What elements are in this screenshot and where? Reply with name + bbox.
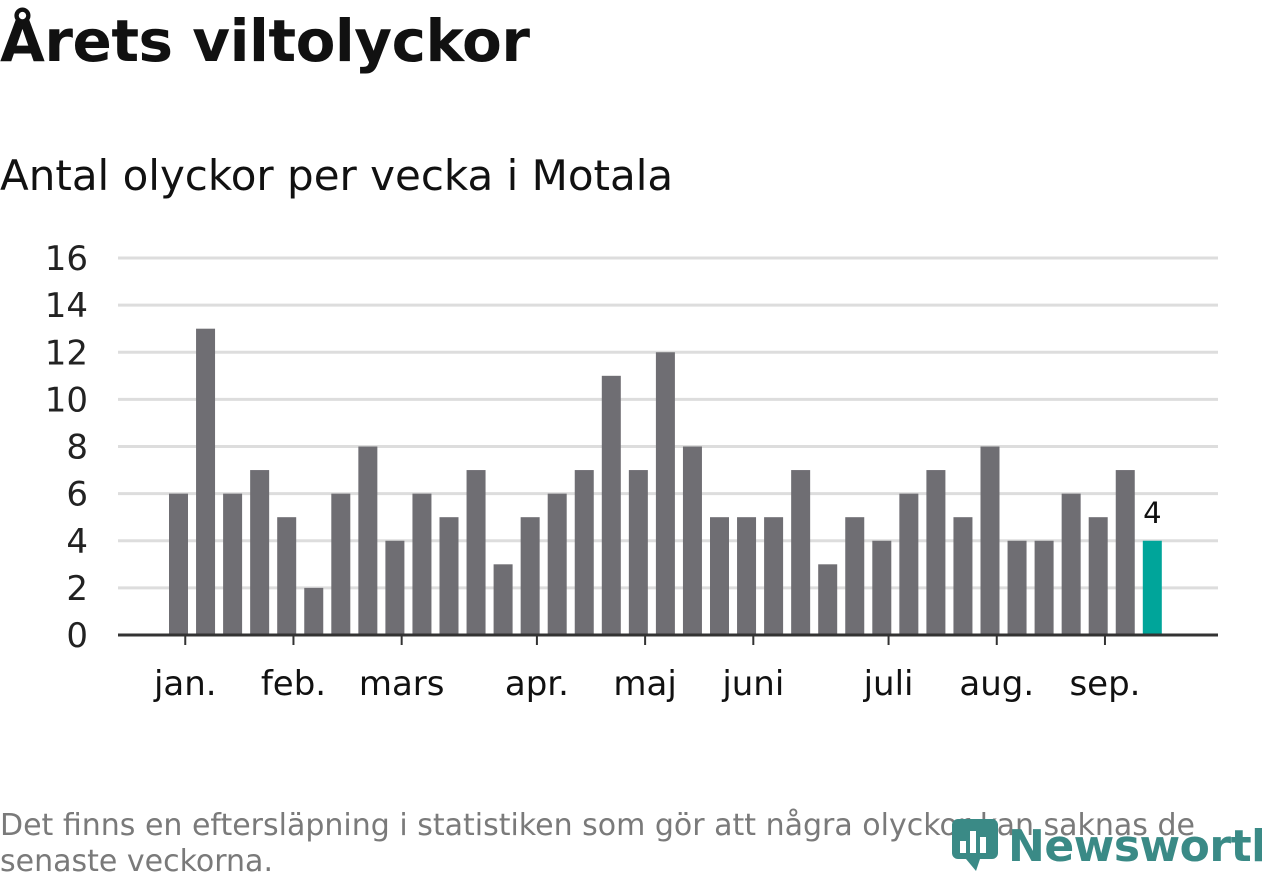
bar [520, 517, 540, 635]
bar [1034, 540, 1054, 635]
bar-chart: 0 2 4 6 8 10 12 14 16 jan. feb. mars apr. maj juni jul… [45, 239, 1218, 704]
data-label: 4 [1143, 496, 1161, 530]
bar [574, 470, 594, 635]
x-tick-label: aug. [959, 664, 1034, 704]
y-tick-label: 16 [45, 239, 88, 279]
bar [1061, 493, 1081, 635]
bar [737, 517, 757, 635]
y-tick-label: 12 [45, 333, 88, 373]
bar [818, 564, 838, 635]
data-labels: 4 [1143, 496, 1161, 530]
bar [682, 446, 702, 635]
brand-name: Newsworthy [1008, 820, 1262, 872]
bar [872, 540, 892, 635]
bar [493, 564, 513, 635]
bar [764, 517, 784, 635]
bar [1088, 517, 1108, 635]
brand-logo: Newsworthy [950, 815, 1262, 877]
x-tick-label: juli [863, 664, 914, 704]
bar [169, 493, 188, 635]
y-tick-label: 0 [66, 616, 88, 656]
bars [169, 328, 1162, 635]
x-tick-label: feb. [261, 664, 326, 704]
bar [439, 517, 459, 635]
bar [953, 517, 973, 635]
chart-speech-bubble-icon [950, 815, 1002, 877]
bar [601, 375, 621, 635]
bar [1007, 540, 1027, 635]
y-tick-label: 14 [45, 286, 88, 326]
bar [412, 493, 432, 635]
bar [628, 470, 648, 635]
bar [223, 493, 243, 635]
y-tick-label: 2 [66, 569, 88, 609]
y-tick-label: 10 [45, 380, 88, 420]
bar [547, 493, 567, 635]
bar-highlight [1142, 540, 1162, 635]
bar [899, 493, 919, 635]
bar [196, 328, 216, 635]
bar [710, 517, 729, 635]
x-tick-label: maj [613, 664, 676, 704]
bar [277, 517, 297, 635]
x-tick-label: jan. [153, 664, 217, 704]
y-tick-label: 8 [66, 428, 88, 468]
y-tick-label: 4 [66, 522, 88, 562]
bar [1115, 470, 1135, 635]
bar [655, 352, 675, 635]
y-axis-ticks: 0 2 4 6 8 10 12 14 16 [45, 239, 88, 656]
x-tick-label: mars [359, 664, 445, 704]
bar [980, 446, 1000, 635]
bar [845, 517, 865, 635]
x-axis: jan. feb. mars apr. maj juni juli aug. sep. [118, 633, 1218, 704]
x-tick-label: juni [721, 664, 784, 704]
bar [926, 470, 946, 635]
x-tick-label: apr. [505, 664, 569, 704]
bar [385, 540, 405, 635]
x-tick-label: sep. [1069, 664, 1140, 704]
bar [304, 587, 324, 635]
bar [466, 470, 486, 635]
chart-title: Årets viltolyckor [0, 7, 530, 75]
y-tick-label: 6 [66, 475, 88, 515]
chart-subtitle: Antal olyckor per vecka i Motala [0, 151, 674, 200]
bar [791, 470, 811, 635]
bar [250, 470, 270, 635]
bar [331, 493, 351, 635]
bar [358, 446, 378, 635]
